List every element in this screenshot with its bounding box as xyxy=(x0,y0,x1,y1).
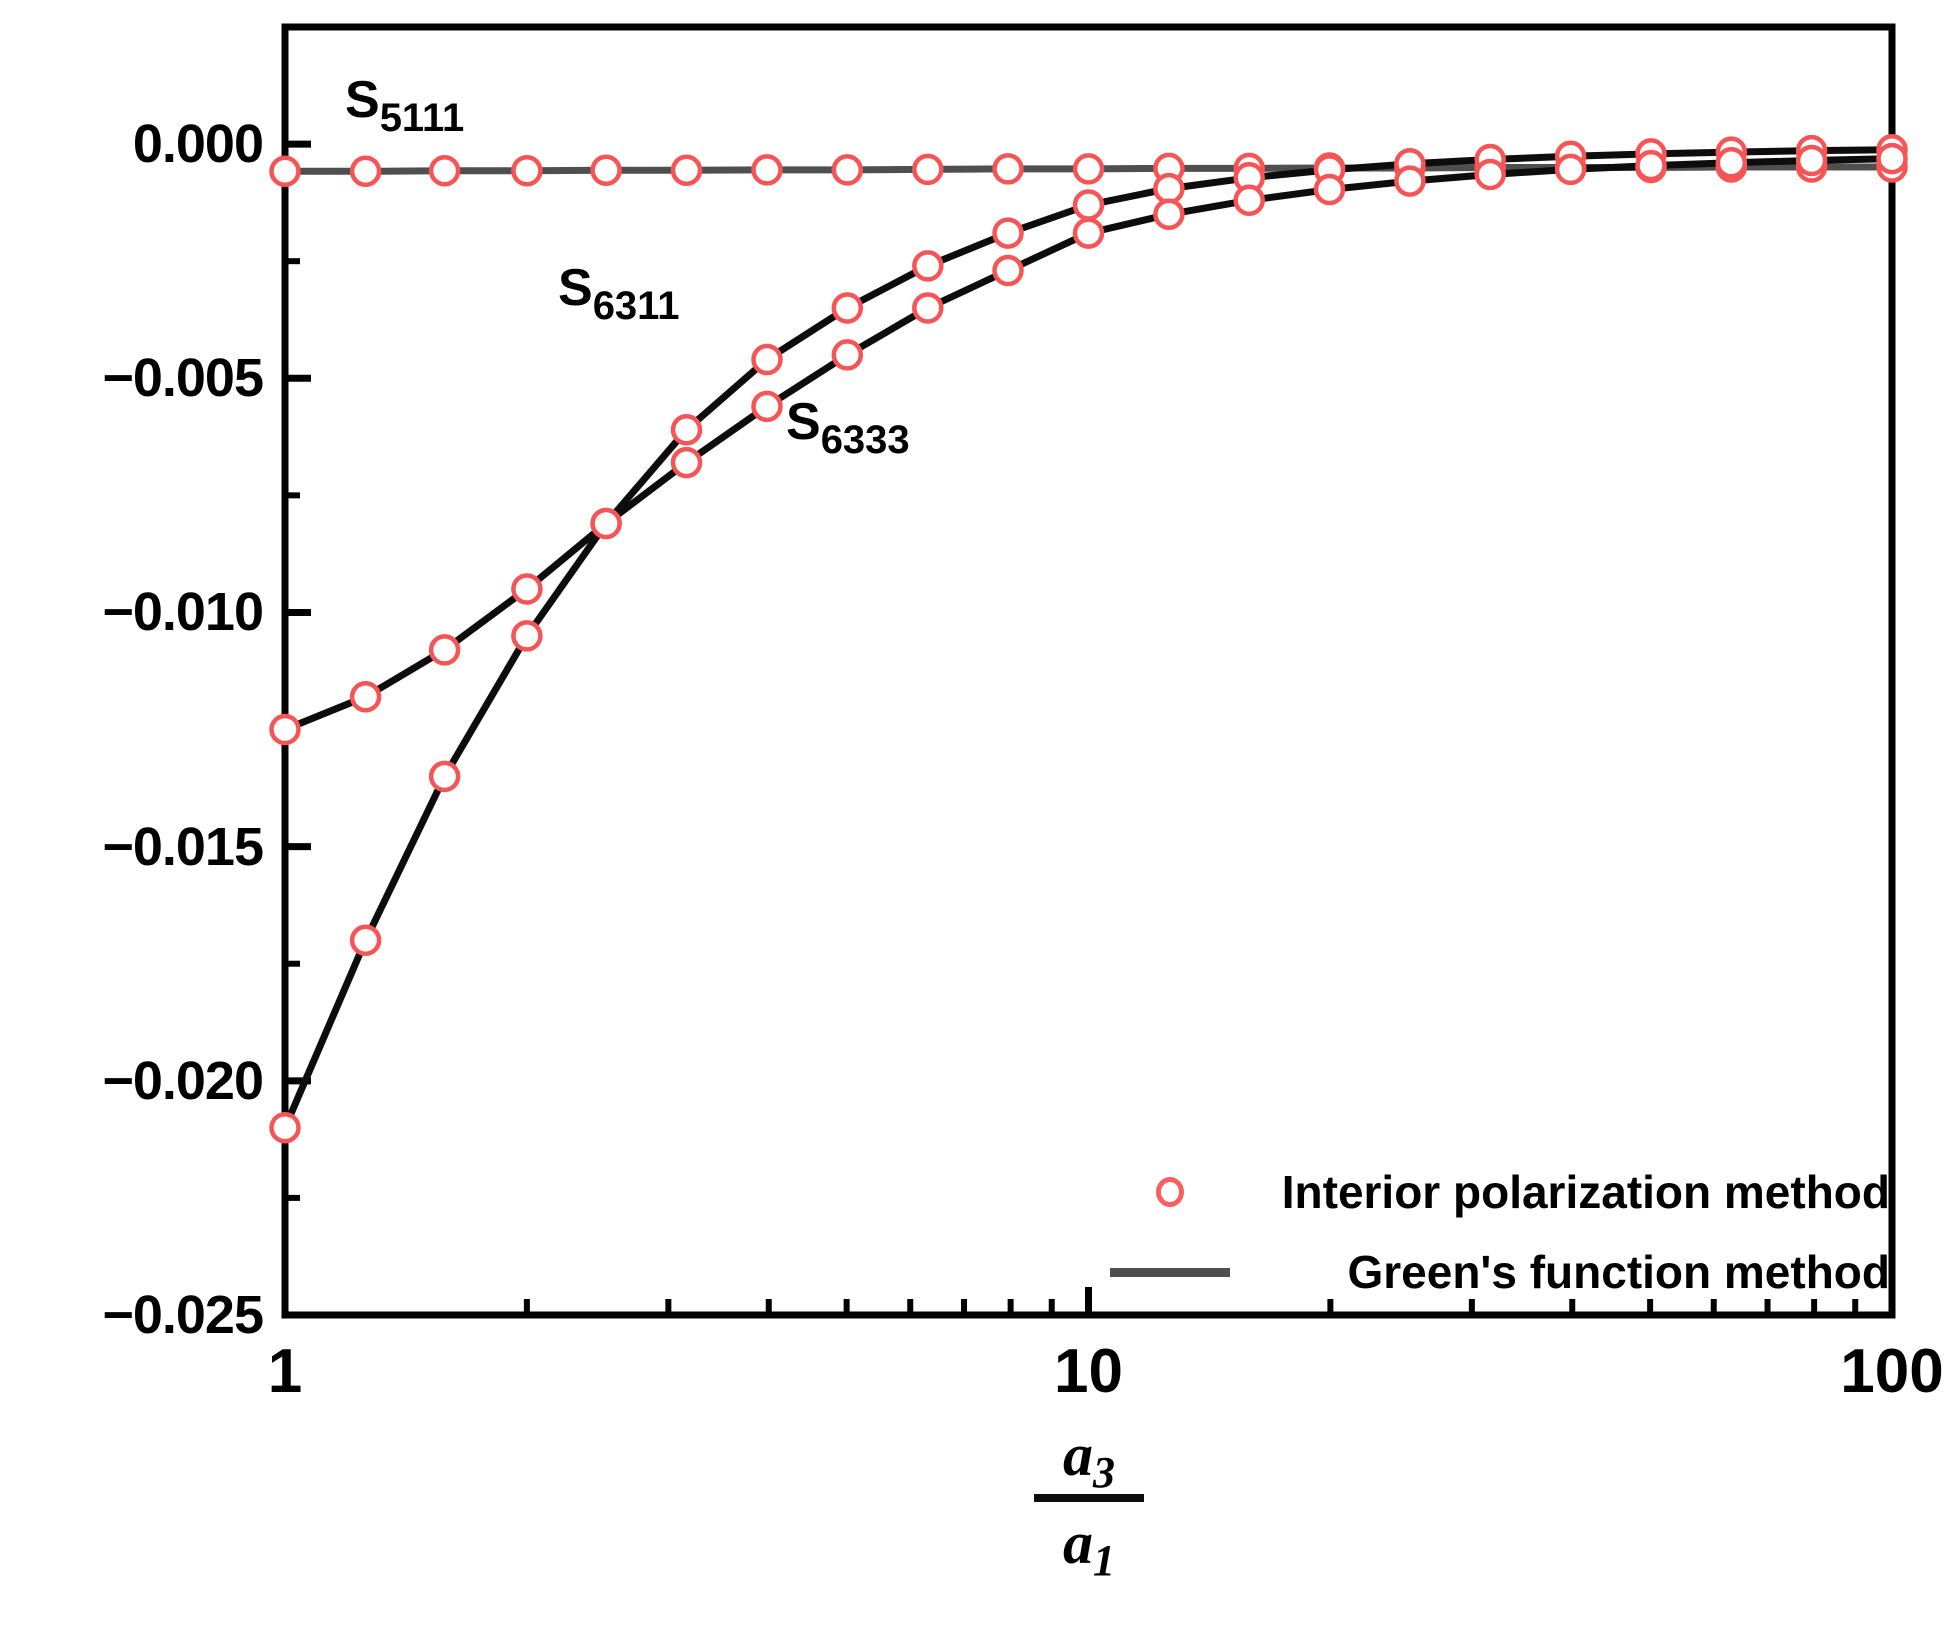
curve-label-s6311: S6311 xyxy=(558,259,680,328)
x-axis-title: a3 a1 xyxy=(989,1420,1189,1585)
data-marker-s6311 xyxy=(1153,172,1185,205)
data-marker-s6333 xyxy=(1795,144,1828,177)
data-marker-s6311 xyxy=(428,760,461,793)
data-marker-s6333 xyxy=(831,339,864,371)
data-marker-s6333 xyxy=(1313,173,1346,206)
legend-item-greens-function: Green's function method xyxy=(1105,1240,1890,1304)
data-marker-s6311 xyxy=(349,924,382,957)
x-tick-label: 100 xyxy=(1840,1337,1944,1406)
legend-label: Interior polarization method xyxy=(1281,1166,1890,1218)
fraction-bar xyxy=(1034,1494,1144,1502)
data-marker-s5111 xyxy=(511,155,543,187)
y-tick-label: −0.005 xyxy=(102,348,264,409)
data-marker-s6333 xyxy=(1715,147,1748,179)
x-tick-label: 10 xyxy=(1054,1337,1123,1406)
data-marker-s5111 xyxy=(428,155,461,187)
y-tick-label: −0.025 xyxy=(102,1285,264,1345)
data-marker-s6311 xyxy=(992,217,1024,249)
data-marker-s6333 xyxy=(1072,217,1105,249)
data-marker-s6311 xyxy=(269,1111,301,1144)
data-marker-s6333 xyxy=(1554,153,1587,186)
data-marker-s6333 xyxy=(1876,142,1908,175)
y-tick-label: 0.000 xyxy=(132,114,264,175)
legend-label: Green's function method xyxy=(1347,1246,1890,1298)
data-marker-s5111 xyxy=(831,154,864,186)
y-tick-label: −0.020 xyxy=(102,1050,264,1111)
curve-label-s6333: S6333 xyxy=(786,393,910,462)
data-marker-s6333 xyxy=(269,713,301,746)
legend-marker-box xyxy=(1105,1240,1235,1304)
data-marker-s5111 xyxy=(912,153,944,186)
data-marker-s6333 xyxy=(992,254,1024,287)
data-marker-s5111 xyxy=(1072,153,1105,185)
curve-label-s5111: S5111 xyxy=(345,71,465,140)
data-marker-s5111 xyxy=(349,155,382,188)
y-tick-label: −0.015 xyxy=(102,816,264,877)
data-marker-s6311 xyxy=(912,250,944,282)
data-marker-s6333 xyxy=(511,573,543,605)
x-tick-label: 1 xyxy=(267,1337,303,1406)
open-circle-marker-icon xyxy=(1156,1177,1184,1207)
data-marker-s6333 xyxy=(1635,149,1667,182)
data-marker-s6333 xyxy=(1394,165,1426,197)
data-marker-s6311 xyxy=(511,620,543,652)
data-marker-s6333 xyxy=(1233,184,1265,217)
data-marker-s6311 xyxy=(1072,189,1105,221)
line-swatch-icon xyxy=(1110,1267,1230,1277)
data-marker-s6333 xyxy=(751,390,783,423)
data-marker-s6333 xyxy=(1153,198,1185,231)
data-marker-s6333 xyxy=(428,634,461,666)
fraction-denominator: a1 xyxy=(1063,1510,1115,1585)
legend-marker-box xyxy=(1105,1160,1235,1224)
data-marker-s6333 xyxy=(1474,158,1506,191)
data-marker-s6333 xyxy=(590,507,622,540)
fraction-numerator: a3 xyxy=(1063,1422,1115,1497)
data-marker-s6333 xyxy=(670,446,703,479)
data-marker-s5111 xyxy=(269,155,301,188)
data-marker-s6311 xyxy=(670,414,703,446)
data-marker-s5111 xyxy=(992,153,1024,185)
data-marker-s6333 xyxy=(912,292,944,324)
data-marker-s6311 xyxy=(831,292,864,324)
legend-item-interior-polarization: Interior polarization method xyxy=(1105,1160,1890,1224)
y-tick-label: −0.010 xyxy=(102,582,264,643)
data-marker-s6311 xyxy=(751,343,783,376)
data-marker-s6333 xyxy=(349,681,382,713)
data-marker-s5111 xyxy=(590,154,622,187)
data-marker-s5111 xyxy=(670,154,703,187)
data-marker-s5111 xyxy=(751,154,783,186)
